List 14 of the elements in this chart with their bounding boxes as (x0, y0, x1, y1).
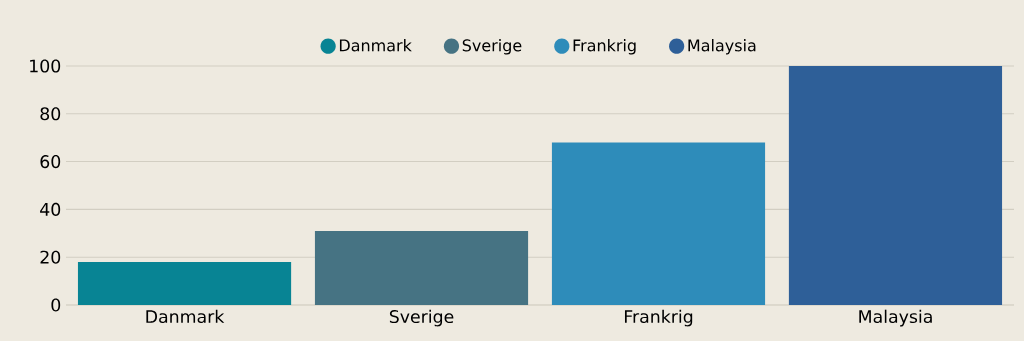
y-tick-label: 0 (51, 298, 61, 312)
legend-label: Malaysia (688, 39, 756, 55)
legend-label: Danmark (339, 39, 412, 52)
y-tick-label: 40 (40, 202, 61, 216)
x-tick-label: Sverige (389, 309, 454, 327)
y-tick-label: 20 (40, 250, 61, 264)
x-tick-label: Frankrig (624, 309, 693, 327)
y-tick-label: 100 (30, 59, 61, 73)
y-tick-label: 80 (40, 107, 61, 121)
legend-label: Frankrig (573, 39, 636, 55)
x-tick-label: Danmark (146, 309, 225, 324)
x-tick-label: Malaysia (859, 309, 932, 327)
y-tick-label: 60 (40, 155, 61, 169)
legend-label: Sverige (462, 39, 522, 55)
